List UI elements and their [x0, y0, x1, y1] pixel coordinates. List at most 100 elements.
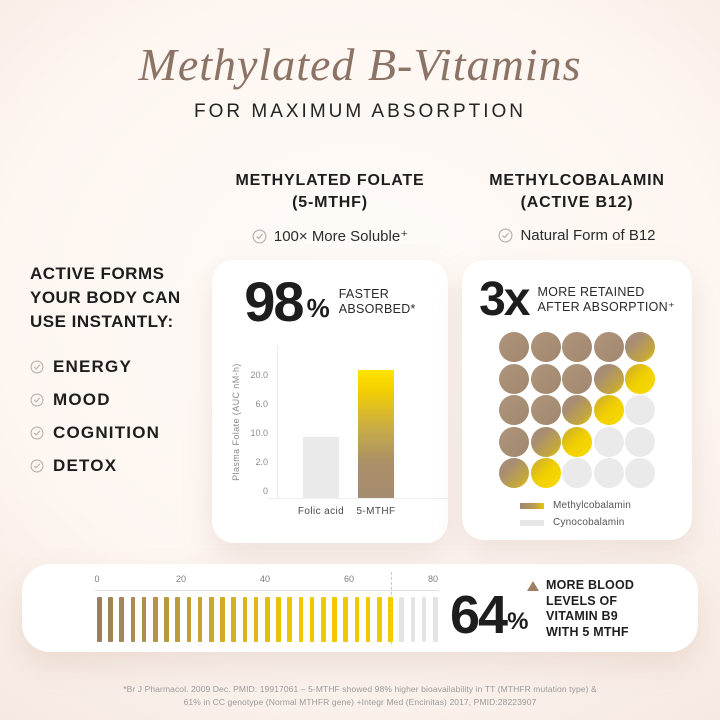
bar-folic-acid [303, 437, 339, 498]
folate-title-line1: METHYLATED FOLATE [235, 172, 425, 189]
check-circle-icon [498, 228, 513, 243]
gauge-tick [287, 597, 292, 642]
b12-benefit: Natural Form of B12 [454, 227, 700, 244]
b12-dot-brown [499, 426, 529, 457]
b12-dot-gray [562, 458, 592, 488]
gauge-tick [119, 597, 124, 642]
heading-line: YOUR BODY CAN [30, 288, 181, 307]
gauge-axis-tick-label: 40 [259, 574, 271, 584]
gauge-stat-value: 64 [450, 585, 508, 645]
footnote-line: 61% in CC genotype (Normal MTHFR gene) +… [183, 697, 537, 707]
gauge-tick [354, 597, 360, 642]
gauge-tick [298, 597, 304, 642]
check-circle-icon [30, 426, 44, 440]
gauge-tick [410, 597, 416, 642]
gauge-tick [343, 597, 348, 642]
b12-dot-brown [499, 395, 529, 425]
b12-dot-brown [562, 363, 592, 394]
b12-dot-brown [499, 363, 529, 394]
folate-stat-caption: FASTER ABSORBED* [339, 287, 416, 317]
gauge-tick [265, 597, 270, 642]
gauge-stat-unit: % [507, 608, 529, 635]
gauge-tick [399, 597, 404, 642]
gauge-tick [130, 597, 136, 642]
footnote: *Br J Pharmacol. 2009 Dec. PMID: 1991706… [0, 683, 720, 709]
b12-column-header: METHYLCOBALAMIN (ACTIVE B12) Natural For… [454, 170, 700, 244]
gauge-tick [141, 597, 147, 642]
b12-dot-gray [593, 458, 624, 488]
b12-benefit-label: Natural Form of B12 [520, 227, 656, 244]
gauge-stat: 64 % [450, 585, 529, 645]
bar-5-mthf [358, 370, 394, 498]
b12-dot-brown [530, 363, 561, 394]
gauge-note-line: MORE BLOOD [546, 578, 635, 592]
active-form-label: COGNITION [53, 423, 161, 442]
active-form-label: DETOX [53, 456, 118, 475]
folate-card: 98 % FASTER ABSORBED* Plasma Folate (AUC… [212, 260, 449, 543]
gauge-tick [220, 597, 225, 642]
b12-legend: Methylcobalamin Cynocobalamin [520, 500, 631, 534]
b12-dot-brown [562, 332, 592, 362]
gauge-tick [253, 597, 259, 642]
gauge-tick [164, 597, 169, 642]
b12-dot-gray [593, 426, 624, 457]
b12-stat-caption: MORE RETAINED AFTER ABSORPTION⁺ [537, 285, 674, 315]
gauge-tick [276, 597, 281, 642]
folate-stat-value: 98 [244, 270, 304, 333]
gauge-tick [108, 597, 113, 642]
gauge-tick [388, 597, 393, 642]
b12-dot-gray [625, 426, 655, 457]
y-axis-tick-label: 0 [262, 486, 268, 496]
gauge-ticks [97, 597, 443, 642]
b12-dot-mix [562, 395, 592, 425]
legend-swatch-icon [520, 502, 544, 509]
y-axis-tick-label: 2.0 [255, 457, 268, 467]
caption-line: MORE RETAINED [537, 285, 645, 299]
legend-item: Cynocobalamin [520, 517, 631, 528]
b12-dot-gray [625, 458, 655, 488]
b12-dot-brown [593, 332, 624, 362]
folate-title-line2: (5-MTHF) [292, 194, 368, 211]
gauge-tick [97, 597, 102, 642]
gauge-tick [197, 597, 203, 642]
gauge-tick [332, 597, 337, 642]
gauge-axis-tick-label: 60 [343, 574, 355, 584]
gauge-note-line: WITH 5 MTHF [546, 624, 629, 639]
heading-line: USE INSTANTLY: [30, 312, 174, 331]
gauge-tick [377, 597, 382, 642]
b12-title-line2: (ACTIVE B12) [520, 194, 634, 211]
check-circle-icon [30, 459, 44, 473]
active-form-item: MOOD [30, 390, 215, 410]
gauge-axis-tick-label: 0 [94, 574, 100, 584]
gauge-threshold-line [391, 572, 392, 644]
folate-stat-unit: % [306, 293, 330, 323]
gauge-axis-tick-label: 80 [427, 574, 439, 584]
gauge-tick [175, 597, 180, 642]
page-subtitle: FOR MAXIMUM ABSORPTION [193, 101, 527, 122]
folate-column-header: METHYLATED FOLATE (5-MTHF) 100× More Sol… [204, 170, 456, 245]
legend-label: Methylcobalamin [553, 500, 632, 511]
gauge-tick [153, 597, 158, 642]
legend-item: Methylcobalamin [520, 500, 631, 511]
active-forms-panel: ACTIVE FORMS YOUR BODY CAN USE INSTANTLY… [30, 262, 215, 489]
b12-stat: 3x MORE RETAINED AFTER ABSORPTION⁺ [462, 260, 692, 325]
gauge-tick [242, 597, 248, 642]
folate-stat: 98 % FASTER ABSORBED* [212, 260, 448, 333]
y-axis-tick-label: 10.0 [250, 428, 268, 438]
tick-gauge: 0 20 40 60 80 [94, 572, 443, 649]
gauge-tick [231, 597, 236, 642]
b12-dot-yellow [593, 395, 624, 425]
gauge-note-line: VITAMIN B9 [546, 609, 618, 623]
gauge-tick [433, 597, 438, 642]
b12-dot-yellow [530, 458, 561, 488]
b12-stat-value: 3x [479, 273, 530, 326]
heading-line: ACTIVE FORMS [30, 264, 165, 283]
b12-dot-matrix [499, 332, 655, 488]
check-circle-icon [30, 393, 44, 407]
active-form-item: ENERGY [30, 357, 215, 377]
active-form-item: COGNITION [30, 423, 215, 443]
caption-line: AFTER ABSORPTION⁺ [537, 300, 675, 314]
gauge-tick [209, 597, 214, 642]
gauge-note: MORE BLOOD LEVELS OF VITAMIN B9 WITH 5 MTHF [527, 578, 634, 640]
